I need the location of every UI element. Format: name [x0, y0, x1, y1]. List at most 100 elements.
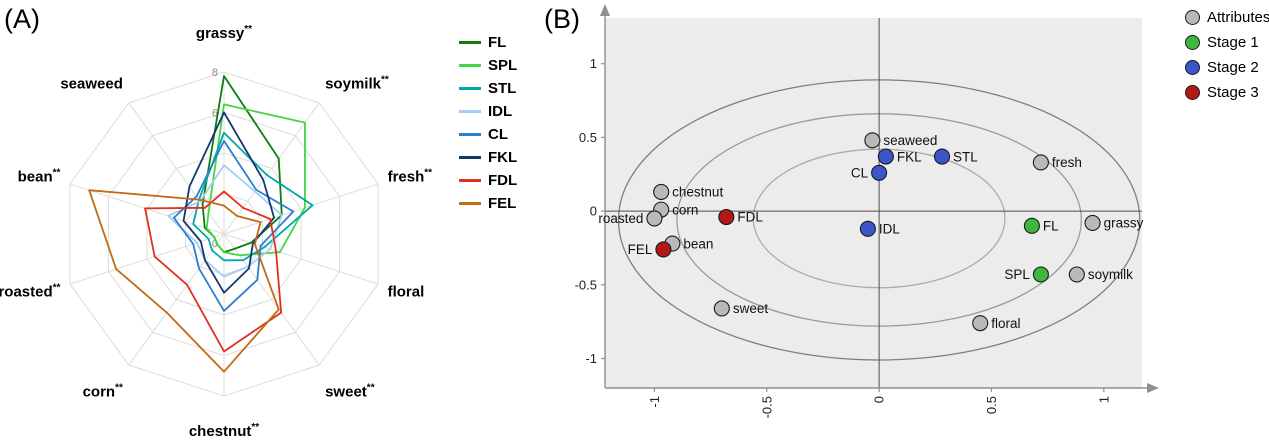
radar-radial-tick-label: 0	[212, 238, 218, 250]
scatter-point-sweet	[713, 300, 730, 317]
radar-legend: FL SPL STL IDL CL FKL FDL FEL	[459, 33, 517, 212]
scatter-point-CL	[871, 164, 888, 181]
radar-series-SPL	[205, 103, 306, 257]
x-axis-tick-label: 0	[872, 396, 887, 403]
y-axis-tick-label: -1	[585, 351, 597, 366]
legend-series-label: CL	[488, 125, 508, 143]
radar-axis-label-bean: bean**	[18, 168, 61, 186]
legend-group-label: Stage 1	[1207, 33, 1259, 51]
radar-axis-label-grassy: grassy**	[196, 24, 252, 42]
y-axis-tick-label: 0	[590, 204, 597, 219]
scatter-point-label: IDL	[879, 222, 901, 237]
radar-legend-item-IDL: IDL	[459, 102, 517, 120]
legend-line-swatch	[459, 86, 481, 90]
scatter-point-FL	[1023, 217, 1040, 234]
radar-legend-item-FDL: FDL	[459, 171, 517, 189]
legend-dot-swatch	[1185, 9, 1200, 25]
radar-grid-spoke	[128, 233, 225, 366]
scatter-point-floral	[972, 315, 989, 332]
legend-dot-swatch	[1185, 59, 1200, 75]
scatter-point-FKL	[877, 148, 894, 165]
legend-group-label: Stage 2	[1207, 58, 1259, 76]
radar-series-CL	[173, 139, 295, 312]
y-axis-tick-label: 0.5	[579, 130, 597, 145]
x-axis-tick-label: -1	[647, 396, 662, 408]
radar-series-FDL	[144, 190, 283, 353]
radar-grid-spoke	[69, 233, 225, 285]
panel-a-label: (A)	[4, 4, 40, 34]
radar-legend-item-FKL: FKL	[459, 148, 517, 166]
y-axis-tick-label: 1	[590, 56, 597, 71]
scatter-point-roasted	[646, 210, 663, 227]
radar-series-FKL	[182, 111, 275, 294]
radar-radial-tick-label: 6	[212, 108, 218, 120]
legend-line-swatch	[459, 155, 481, 159]
radar-legend-item-FEL: FEL	[459, 194, 517, 212]
legend-series-label: FL	[488, 33, 507, 51]
scatter-point-label: FL	[1043, 219, 1059, 234]
scatter-point-label: corn	[672, 202, 698, 217]
scatter-point-FEL	[655, 241, 672, 258]
scatter-point-STL	[933, 148, 951, 165]
scatter-point-fresh	[1032, 154, 1049, 171]
scatter-point-label: floral	[991, 316, 1020, 331]
scatter-point-label: grassy	[1104, 216, 1144, 231]
scatter-legend: Attributes Stage 1 Stage 2 Stage 3	[1185, 8, 1269, 101]
y-axis-tick-label: -0.5	[575, 277, 597, 292]
scatter-point-IDL	[859, 220, 876, 237]
x-axis-tick-label: 0.5	[984, 396, 999, 414]
panel-b-scatter: (B) -1 -0.5 0 0.5 1 -1 -0.5 0 0.5 1 seaweed chestnu…	[540, 0, 1269, 444]
scatter-point-chestnut	[653, 183, 670, 200]
legend-group-label: Stage 3	[1207, 83, 1259, 101]
radar-grid-spoke	[223, 183, 379, 235]
scatter-point-label: bean	[683, 236, 713, 251]
radar-radial-tick-label: 8	[212, 67, 218, 79]
scatter-chart: -1 -0.5 0 0.5 1 -1 -0.5 0 0.5 1 seaweed chestnut cor…	[575, 4, 1159, 418]
radar-axis-label-fresh: fresh**	[388, 168, 433, 186]
radar-axis-label-corn: corn**	[83, 382, 123, 400]
legend-dot-swatch	[1185, 84, 1200, 100]
scatter-point-grassy	[1084, 214, 1101, 231]
legend-dot-swatch	[1185, 34, 1200, 50]
legend-line-swatch	[459, 132, 481, 136]
scatter-point-label: chestnut	[672, 185, 723, 200]
scatter-legend-item-attributes: Attributes	[1185, 8, 1269, 26]
scatter-legend-item-stage-2: Stage 2	[1185, 58, 1269, 76]
y-axis-arrow-icon	[600, 4, 610, 16]
radar-chart: 0 6 8 grassy** soymilk** fresh** floral sweet**…	[0, 24, 433, 440]
scatter-point-seaweed	[864, 132, 881, 149]
radar-series-IDL	[167, 164, 283, 278]
legend-series-label: FDL	[488, 171, 518, 189]
radar-series-FEL	[88, 189, 280, 373]
radar-axis-label-chestnut: chestnut**	[189, 422, 259, 440]
scatter-point-label: sweet	[733, 301, 769, 316]
scatter-point-label: STL	[953, 149, 978, 164]
scatter-point-SPL	[1032, 266, 1049, 283]
radar-axis-label-soymilk: soymilk**	[325, 75, 389, 93]
x-axis-arrow-icon	[1147, 383, 1159, 393]
scatter-point-label: FEL	[628, 242, 653, 257]
panel-a-radar: (A) 0 6 8 grassy** soymilk** fresh** floral swe…	[0, 0, 540, 444]
radar-series-FL	[201, 75, 283, 254]
legend-series-label: IDL	[488, 102, 513, 120]
legend-series-label: STL	[488, 79, 517, 97]
legend-series-label: SPL	[488, 56, 518, 74]
legend-group-label: Attributes	[1207, 8, 1269, 26]
scatter-point-label: FDL	[737, 210, 763, 225]
legend-series-label: FEL	[488, 194, 517, 212]
radar-axis-label-sweet: sweet**	[325, 382, 375, 400]
scatter-point-label: fresh	[1052, 155, 1082, 170]
radar-legend-item-FL: FL	[459, 33, 517, 51]
radar-legend-item-SPL: SPL	[459, 56, 517, 74]
legend-line-swatch	[459, 63, 481, 67]
scatter-point-label: seaweed	[883, 133, 937, 148]
radar-axis-label-floral: floral	[388, 283, 425, 300]
legend-line-swatch	[459, 109, 481, 113]
scatter-point-FDL	[718, 208, 735, 226]
scatter-point-soymilk	[1068, 266, 1085, 283]
radar-grid-spoke	[223, 102, 320, 235]
scatter-legend-item-stage-1: Stage 1	[1185, 33, 1269, 51]
legend-line-swatch	[459, 40, 481, 44]
radar-series-STL	[192, 131, 314, 262]
